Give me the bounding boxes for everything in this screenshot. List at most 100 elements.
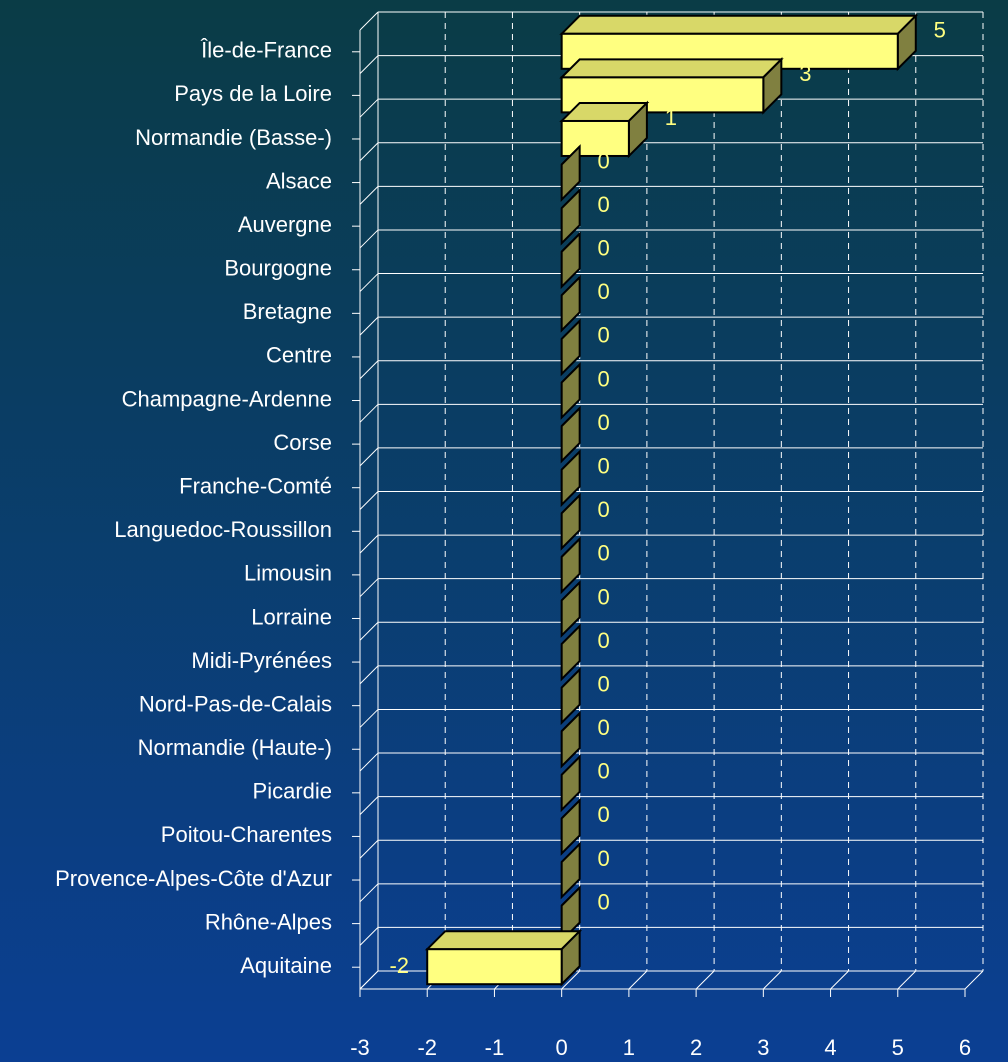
bar-side <box>560 492 581 551</box>
wall-line <box>359 447 379 467</box>
bar <box>560 667 581 726</box>
value-label: 0 <box>598 846 610 871</box>
bar-side <box>560 405 581 464</box>
wall-line <box>359 229 379 249</box>
floor-tick <box>964 970 984 990</box>
value-label: 0 <box>598 889 610 914</box>
y-tick-label: Bretagne <box>243 299 332 324</box>
wall-line <box>359 11 379 31</box>
value-label: 0 <box>598 410 610 435</box>
wall-line <box>359 186 379 205</box>
y-tick-label: Normandie (Haute-) <box>138 735 332 760</box>
bar-side <box>560 362 581 420</box>
y-tick-label: Picardie <box>253 779 332 804</box>
wall-line <box>359 578 379 598</box>
bar-front <box>560 119 630 157</box>
wall-line <box>359 316 379 336</box>
value-label: 0 <box>598 759 610 784</box>
y-tick-label: Poitou-Charentes <box>161 822 332 847</box>
bar <box>560 536 581 595</box>
bar <box>560 710 581 769</box>
floor-tick <box>359 970 379 990</box>
bar <box>560 623 581 682</box>
bar-front <box>426 948 563 986</box>
x-tick-label: 5 <box>892 1035 904 1060</box>
bar <box>560 187 581 246</box>
value-label: 0 <box>598 366 610 391</box>
wall-line <box>359 796 379 815</box>
bar-side <box>560 841 581 900</box>
value-label: 0 <box>598 497 610 522</box>
y-tick-label: Alsace <box>266 168 332 193</box>
y-tick-label: Île-de-France <box>200 38 332 63</box>
bar-side <box>560 274 581 333</box>
bar <box>560 274 581 333</box>
bar <box>560 885 581 944</box>
x-tick-label: -2 <box>417 1035 437 1060</box>
y-tick-label: Pays de la Loire <box>174 81 332 106</box>
floor-tick <box>830 970 849 990</box>
wall-line <box>359 98 379 118</box>
wall-line <box>359 360 379 380</box>
wall-line <box>359 839 379 859</box>
value-label: 0 <box>598 279 610 304</box>
x-tick-label: 0 <box>556 1035 568 1060</box>
value-label: 1 <box>665 105 677 130</box>
bar-side <box>560 623 581 682</box>
wall-line <box>359 403 379 423</box>
value-label: 0 <box>598 584 610 609</box>
bar-top <box>559 58 784 79</box>
bar <box>560 580 581 638</box>
y-tick-label: Bourgogne <box>224 256 332 281</box>
value-label: -2 <box>389 953 409 978</box>
bar-side <box>560 449 581 508</box>
bar <box>560 754 581 813</box>
value-label: 0 <box>598 541 610 566</box>
bar <box>560 798 581 856</box>
wall-line <box>359 491 379 510</box>
bar <box>560 449 581 508</box>
x-tick-label: 1 <box>623 1035 635 1060</box>
floor-tick <box>897 970 917 990</box>
y-tick-label: Rhône-Alpes <box>205 909 332 934</box>
bar-side <box>560 754 581 813</box>
bar-side <box>560 885 581 944</box>
wall-line <box>359 752 379 772</box>
bar-side <box>560 710 581 769</box>
wall-line <box>359 273 379 292</box>
bar-side <box>560 231 581 290</box>
y-tick-label: Corse <box>273 430 332 455</box>
value-label: 0 <box>598 236 610 261</box>
bar-side <box>560 187 581 246</box>
y-tick-label: Limousin <box>244 561 332 586</box>
x-tick-label: 6 <box>959 1035 971 1060</box>
value-label: 0 <box>598 192 610 217</box>
bar <box>560 492 581 551</box>
value-label: 0 <box>598 715 610 740</box>
wall-line <box>359 665 379 685</box>
bar-side <box>560 318 581 377</box>
wall-line <box>359 142 379 162</box>
value-label: 0 <box>598 323 610 348</box>
bar <box>560 144 581 202</box>
y-tick-label: Champagne-Ardenne <box>122 386 332 411</box>
floor-tick <box>762 970 782 990</box>
bar-side <box>560 580 581 638</box>
value-label: 0 <box>598 148 610 173</box>
wall-line <box>359 883 379 903</box>
value-label: 0 <box>598 628 610 653</box>
y-tick-label: Franche-Comté <box>179 474 332 499</box>
floor-tick <box>561 970 581 990</box>
y-tick-label: Normandie (Basse-) <box>135 125 332 150</box>
y-tick-label: Lorraine <box>251 604 332 629</box>
x-tick-label: -1 <box>485 1035 505 1060</box>
wall-line <box>359 534 379 554</box>
bar <box>560 318 581 377</box>
value-label: 3 <box>799 61 811 86</box>
y-tick-label: Auvergne <box>238 212 332 237</box>
bar <box>560 405 581 464</box>
y-tick-label: Midi-Pyrénées <box>191 648 332 673</box>
wall-line <box>359 927 379 946</box>
y-tick-label: Nord-Pas-de-Calais <box>139 691 332 716</box>
